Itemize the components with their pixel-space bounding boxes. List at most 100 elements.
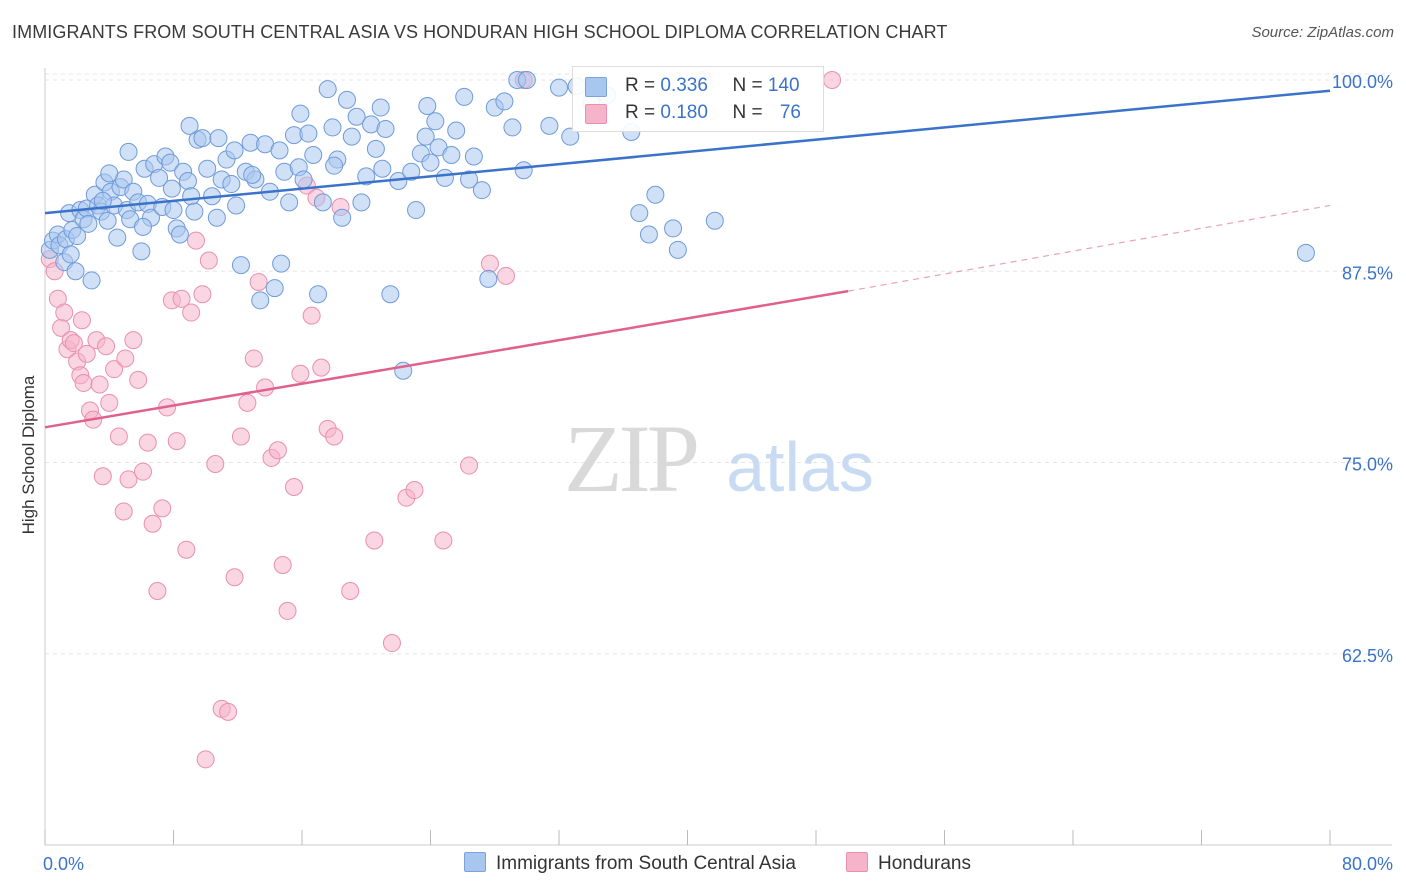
data-point-hondurans [116, 349, 135, 368]
trend-line-south-central-asia [44, 89, 1331, 215]
x-tick-label: 80.0% [1342, 854, 1393, 874]
data-point-south-central-asia [132, 242, 151, 261]
data-point-hondurans [93, 467, 112, 486]
data-point-south-central-asia [540, 116, 559, 135]
axes [44, 68, 1392, 846]
y-axis-label: High School Diploma [19, 375, 38, 535]
data-point-hondurans [225, 568, 244, 587]
data-point-south-central-asia [347, 107, 366, 126]
bottom-legend-pink: Hondurans [846, 852, 971, 876]
data-point-hondurans [77, 344, 96, 363]
data-point-south-central-asia [376, 119, 395, 138]
data-point-south-central-asia [460, 170, 479, 189]
data-point-south-central-asia [455, 87, 474, 106]
data-point-hondurans [196, 750, 215, 769]
data-point-hondurans [405, 481, 424, 500]
data-point-hondurans [249, 272, 268, 291]
data-point-hondurans [231, 427, 250, 446]
data-point-hondurans [109, 427, 128, 446]
legend-n-label: N = [732, 75, 768, 96]
data-point-hondurans [325, 427, 344, 446]
data-point-south-central-asia [280, 193, 299, 212]
data-point-south-central-asia [227, 196, 246, 215]
data-point-south-central-asia [371, 98, 390, 117]
data-point-hondurans [434, 531, 453, 550]
data-point-south-central-asia [464, 147, 483, 166]
trend-lines [44, 89, 1331, 429]
data-point-hondurans [238, 393, 257, 412]
data-point-south-central-asia [435, 168, 454, 187]
data-point-hondurans [256, 378, 275, 397]
data-point-south-central-asia [82, 271, 101, 290]
data-point-south-central-asia [352, 193, 371, 212]
data-point-south-central-asia [270, 141, 289, 160]
data-point-south-central-asia [313, 193, 332, 212]
y-tick-label: 100.0% [1332, 72, 1393, 92]
watermark-atlas: atlas [726, 428, 874, 506]
legend-r-label: R = [625, 75, 661, 96]
data-point-south-central-asia [66, 262, 85, 281]
legend-swatch-pink [585, 104, 607, 124]
data-point-south-central-asia [162, 179, 181, 198]
data-point-south-central-asia [185, 202, 204, 221]
watermark-zip: ZIP [564, 405, 697, 512]
legend-swatch-blue [585, 77, 607, 97]
legend-r-value: 0.180 [660, 102, 708, 123]
legend-n-value: 76 [779, 102, 801, 123]
data-point-hondurans [97, 337, 116, 356]
data-point-south-central-asia [309, 285, 328, 304]
data-point-south-central-asia [182, 187, 201, 206]
data-point-hondurans [148, 582, 167, 601]
data-point-hondurans [143, 514, 162, 533]
y-tick-label: 62.5% [1342, 646, 1393, 666]
y-tick-label: 87.5% [1342, 263, 1393, 283]
data-point-south-central-asia [161, 153, 180, 172]
data-point-hondurans [105, 360, 124, 379]
data-point-hondurans [167, 432, 186, 451]
data-point-south-central-asia [164, 201, 183, 220]
bottom-legend-swatch-pink [846, 852, 868, 872]
data-point-hondurans [291, 364, 310, 383]
data-point-south-central-asia [209, 129, 228, 148]
data-point-hondurans [124, 331, 143, 350]
data-point-south-central-asia [646, 185, 665, 204]
data-point-hondurans [496, 266, 515, 285]
data-point-south-central-asia [337, 90, 356, 109]
data-point-hondurans [55, 303, 74, 322]
data-point-south-central-asia [291, 104, 310, 123]
tick-labels: 62.5% 75.0% 87.5% 100.0% 0.0% 80.0% [43, 72, 1393, 874]
source-note: Source: ZipAtlas.com [1251, 24, 1394, 41]
data-point-south-central-asia [472, 181, 491, 200]
data-point-south-central-asia [333, 208, 352, 227]
data-point-south-central-asia [222, 175, 241, 194]
data-point-south-central-asia [100, 164, 119, 183]
data-point-south-central-asia [265, 279, 284, 298]
data-point-south-central-asia [402, 162, 421, 181]
data-point-south-central-asia [668, 240, 687, 259]
data-point-south-central-asia [207, 208, 226, 227]
data-point-south-central-asia [517, 71, 536, 89]
data-point-hondurans [129, 370, 148, 389]
data-point-south-central-asia [193, 129, 212, 148]
data-point-hondurans [219, 702, 238, 721]
data-point-hondurans [382, 634, 401, 653]
data-point-south-central-asia [251, 291, 270, 310]
data-point-south-central-asia [381, 285, 400, 304]
data-point-south-central-asia [108, 228, 127, 247]
data-point-south-central-asia [170, 225, 189, 244]
data-point-south-central-asia [243, 165, 262, 184]
data-point-south-central-asia [272, 254, 291, 273]
data-point-hondurans [460, 456, 479, 475]
data-point-south-central-asia [550, 78, 568, 97]
data-point-south-central-asia [93, 191, 112, 210]
data-point-south-central-asia [479, 269, 498, 288]
legend-r-value: 0.336 [660, 75, 708, 96]
data-point-south-central-asia [79, 214, 98, 233]
data-point-hondurans [312, 358, 331, 377]
chart-title: IMMIGRANTS FROM SOUTH CENTRAL ASIA VS HO… [12, 22, 948, 42]
data-point-hondurans [100, 393, 119, 412]
data-point-south-central-asia [366, 139, 385, 158]
data-point-hondurans [365, 531, 384, 550]
trend-line-hondurans-extension [848, 204, 1331, 292]
data-point-south-central-asia [119, 142, 138, 161]
